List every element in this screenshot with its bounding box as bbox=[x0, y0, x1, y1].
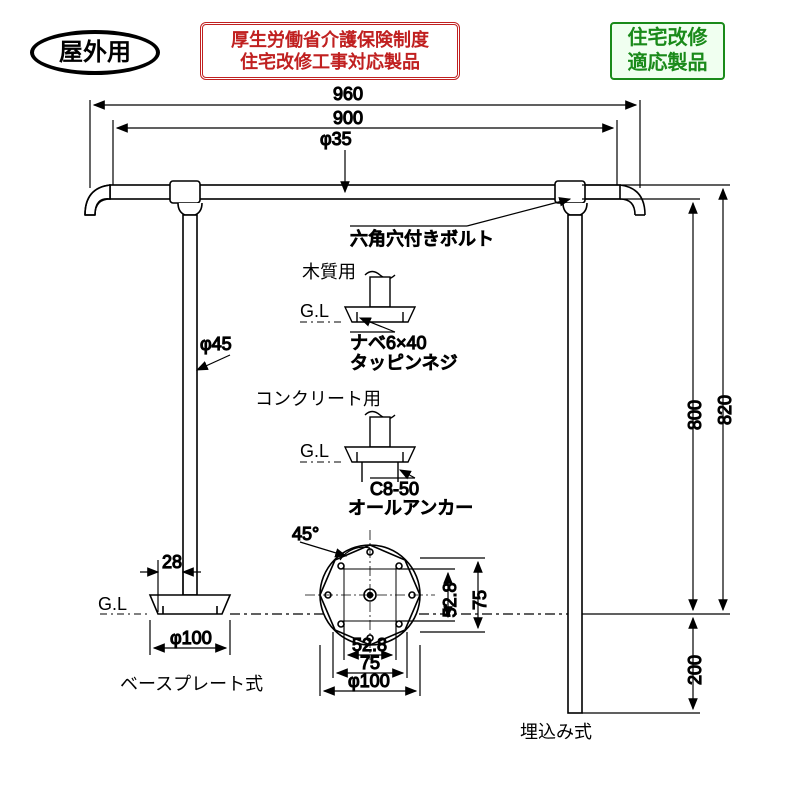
dim-52v: 52.8 bbox=[440, 582, 460, 617]
tapping2: タッピンネジ bbox=[350, 353, 458, 373]
gl-concrete: G.L bbox=[300, 441, 329, 461]
dim-dia45: φ45 bbox=[200, 334, 232, 354]
wood-label: 木質用 bbox=[302, 262, 356, 282]
dim-phi100-c: φ100 bbox=[348, 671, 390, 691]
dim-28: 28 bbox=[162, 552, 182, 572]
concrete-label: コンクリート用 bbox=[255, 389, 381, 409]
dim-phi100-left: φ100 bbox=[170, 628, 212, 648]
dim-75h: 75 bbox=[360, 653, 380, 673]
anchor-label: オールアンカー bbox=[348, 498, 473, 518]
hex-bolt-callout: 六角穴付きボルト bbox=[350, 199, 570, 249]
dia-35: φ35 bbox=[320, 129, 352, 192]
dim-820: 820 bbox=[715, 395, 735, 425]
dim-widths: 960 900 bbox=[90, 84, 640, 188]
dim-52h: 52.8 bbox=[352, 635, 387, 655]
rail bbox=[85, 181, 645, 215]
dim-200: 200 bbox=[685, 655, 705, 685]
dim-960: 960 bbox=[333, 84, 363, 104]
dim-800: 800 bbox=[685, 400, 705, 430]
dim-dia35: φ35 bbox=[320, 129, 352, 149]
right-post bbox=[568, 215, 582, 713]
embed-label: 埋込み式 bbox=[520, 722, 592, 742]
gl-wood: G.L bbox=[300, 301, 329, 321]
dim-45: 45° bbox=[292, 524, 319, 544]
c8-50: C8-50 bbox=[370, 479, 419, 499]
tapping1: ナベ6×40 bbox=[350, 333, 427, 353]
dim-900: 900 bbox=[333, 108, 363, 128]
drawing: φ35 960 900 六角穴付きボルト bbox=[0, 0, 800, 800]
dim-75v: 75 bbox=[470, 590, 490, 610]
concrete-detail bbox=[345, 412, 415, 483]
hex-bolt-label: 六角穴付きボルト bbox=[350, 229, 494, 249]
baseplate-label: ベースプレート式 bbox=[120, 674, 263, 694]
gl-left: G.L bbox=[98, 594, 127, 614]
